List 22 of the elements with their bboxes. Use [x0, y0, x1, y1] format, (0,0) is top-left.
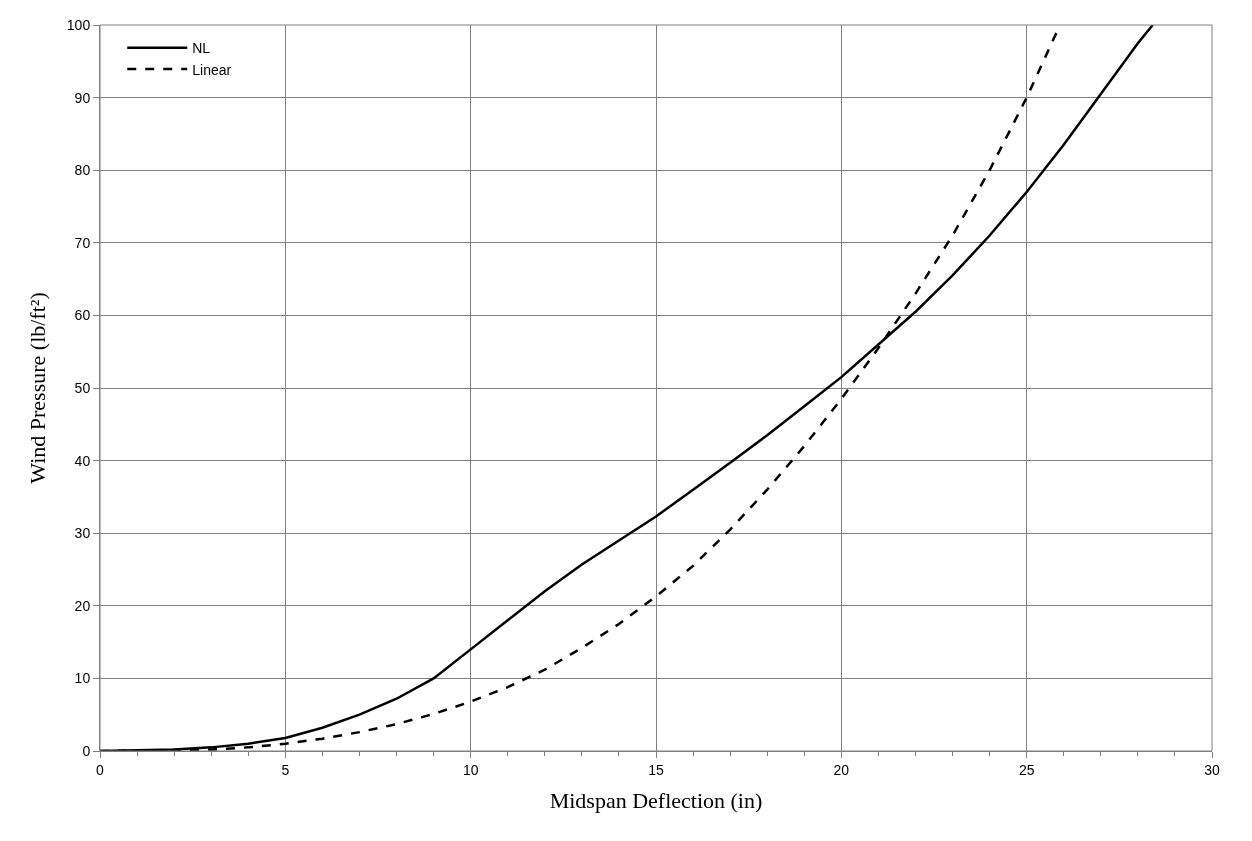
- y-axis-title: Wind Pressure (lb/ft²): [24, 292, 50, 484]
- x-tick-label: 25: [1018, 761, 1035, 778]
- y-tick-label: 80: [74, 162, 91, 179]
- x-tick-label: 0: [96, 761, 105, 778]
- x-tick-label: 5: [281, 761, 290, 778]
- legend-label: Linear: [192, 61, 232, 78]
- y-tick-label: 50: [74, 379, 91, 396]
- y-tick-label: 60: [74, 307, 91, 324]
- y-tick-label: 90: [74, 89, 91, 106]
- y-tick-label: 40: [74, 452, 91, 469]
- x-tick-label: 20: [833, 761, 850, 778]
- y-tick-label: 30: [74, 525, 91, 542]
- legend-label: NL: [192, 40, 211, 57]
- y-tick-label: 100: [66, 16, 91, 33]
- x-tick-label: 30: [1204, 761, 1220, 778]
- y-tick-label: 20: [74, 597, 91, 614]
- y-tick-label: 10: [74, 670, 91, 687]
- x-axis-title: Midspan Deflection (in): [549, 787, 763, 813]
- x-tick-label: 10: [462, 761, 479, 778]
- y-tick-label: 0: [82, 742, 91, 759]
- y-tick-label: 70: [74, 234, 91, 251]
- x-tick-label: 15: [648, 761, 664, 778]
